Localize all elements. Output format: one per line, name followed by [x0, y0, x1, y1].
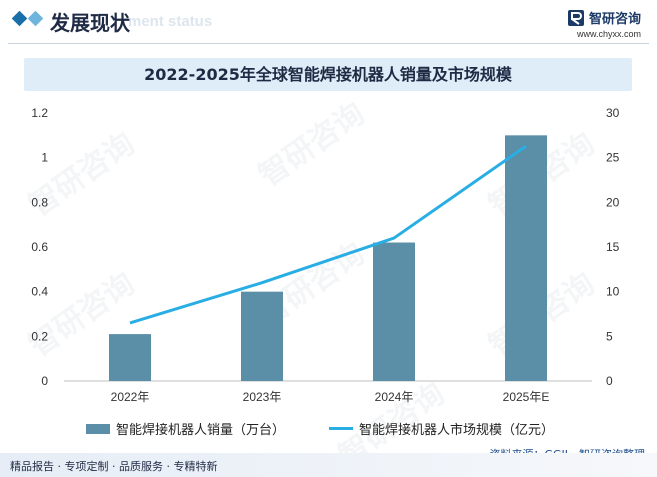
- y-left-tick-label: 1.2: [31, 106, 48, 120]
- y-right-tick-label: 25: [606, 151, 620, 165]
- x-tick-label: 2023年: [243, 390, 282, 404]
- legend-item-sales: 智能焊接机器人销量（万台）: [86, 419, 285, 438]
- legend-bar-swatch: [86, 423, 110, 434]
- bar: [505, 135, 547, 381]
- y-right-tick-label: 10: [606, 285, 620, 299]
- brand: 智研咨询 www.chyxx.com: [567, 8, 641, 39]
- x-tick-label: 2022年: [111, 390, 150, 404]
- bar: [241, 291, 283, 381]
- legend: 智能焊接机器人销量（万台） 智能焊接机器人市场规模（亿元）: [0, 419, 657, 438]
- brand-url: www.chyxx.com: [576, 29, 641, 39]
- y-right-tick-label: 30: [606, 106, 620, 120]
- y-left-tick-label: 0.8: [31, 195, 48, 209]
- brand-logo-icon: [567, 9, 584, 26]
- bar: [109, 334, 151, 381]
- y-right-tick-label: 15: [606, 240, 620, 254]
- line-series-market: [129, 144, 527, 325]
- y-right-tick-label: 0: [606, 374, 613, 388]
- y-left-tick-label: 0.4: [31, 285, 48, 299]
- y-left-tick-label: 0.2: [31, 329, 48, 343]
- section-title: 发展现状: [50, 11, 130, 35]
- footer: 精品报告 · 专项定制 · 品质服务 · 专精特新: [0, 453, 657, 477]
- chart-title-bar: 2022-2025年全球智能焊接机器人销量及市场规模: [24, 58, 632, 91]
- y-right-tick-label: 5: [606, 329, 613, 343]
- y-left-tick-label: 0: [41, 374, 48, 388]
- legend-item-market: 智能焊接机器人市场规模（亿元）: [329, 419, 554, 438]
- legend-label-sales: 智能焊接机器人销量（万台）: [116, 423, 286, 438]
- x-tick-label: 2025年E: [503, 390, 550, 404]
- footer-text: 精品报告 · 专项定制 · 品质服务 · 专精特新: [10, 460, 218, 473]
- x-tick-label: 2024年: [375, 390, 414, 404]
- legend-label-market: 智能焊接机器人市场规模（亿元）: [359, 423, 555, 438]
- header-divider: [8, 43, 649, 44]
- legend-line-swatch: [329, 427, 353, 430]
- chart: 0 0.2 0.4 0.6 0.8 1 1.2 0 5 10 15 20 25 30 2022年 2023年 2…: [31, 106, 620, 404]
- brand-name: 智研咨询: [588, 12, 641, 27]
- y-left-tick-label: 1: [41, 151, 48, 165]
- y-right-tick-label: 20: [606, 195, 620, 209]
- header: ment status 发展现状 智研咨询 www.chyxx.com: [0, 0, 657, 44]
- y-left-tick-label: 0.6: [31, 240, 48, 254]
- section-subtitle: ment status: [128, 13, 213, 30]
- chart-title: 2022-2025年全球智能焊接机器人销量及市场规模: [144, 65, 512, 84]
- bar: [373, 242, 415, 381]
